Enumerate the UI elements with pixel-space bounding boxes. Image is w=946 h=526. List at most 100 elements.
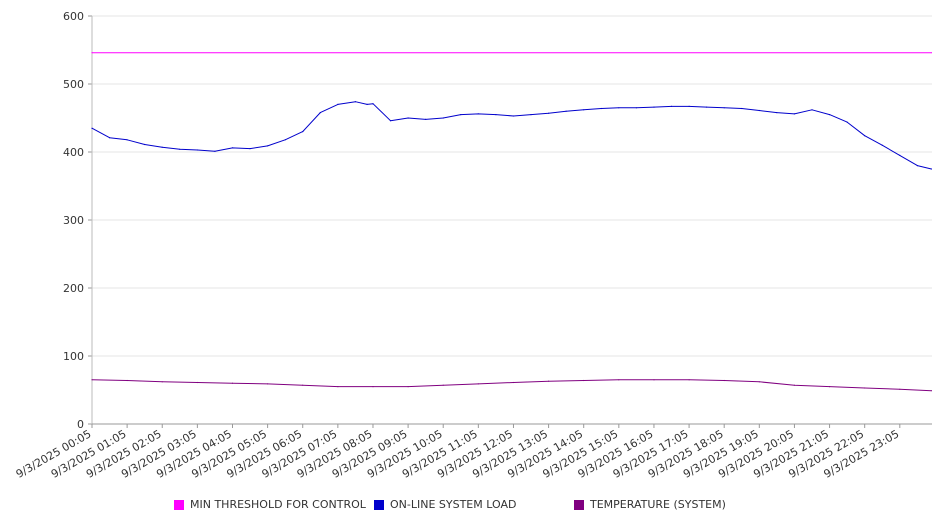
series-line-system-load: [91, 101, 932, 170]
data-point: [442, 117, 444, 119]
data-point: [899, 154, 901, 156]
data-point: [512, 381, 515, 384]
data-point: [776, 112, 778, 114]
series-line-temperature: [91, 379, 932, 392]
data-point: [548, 112, 550, 114]
legend: MIN THRESHOLD FOR CONTROL ON-LINE SYSTEM…: [174, 498, 934, 514]
legend-swatch-system-load: [374, 499, 384, 510]
data-point: [372, 103, 374, 105]
y-axis-tick-labels: 0 100 200 300 400 500 600: [63, 10, 84, 431]
data-point: [126, 379, 128, 382]
data-point: [930, 52, 933, 54]
y-tick-label: 100: [63, 350, 84, 363]
data-point: [793, 384, 796, 386]
data-point: [337, 386, 339, 388]
data-point: [284, 139, 286, 141]
legend-swatch-min-threshold: [174, 499, 184, 510]
legend-label-min-threshold: MIN THRESHOLD FOR CONTROL: [190, 498, 366, 511]
data-point: [741, 107, 743, 110]
data-point: [530, 114, 532, 116]
data-point: [442, 384, 444, 386]
data-point: [337, 103, 339, 105]
data-point: [91, 52, 93, 54]
data-point: [302, 131, 304, 133]
data-point: [583, 109, 585, 111]
data-point: [302, 384, 304, 386]
legend-item-min-threshold[interactable]: MIN THRESHOLD FOR CONTROL: [174, 498, 366, 511]
legend-label-system-load: ON-LINE SYSTEM LOAD: [390, 498, 517, 511]
data-point: [618, 379, 620, 381]
data-point: [635, 107, 638, 109]
data-point: [829, 114, 831, 116]
data-point: [91, 127, 93, 129]
data-point: [144, 143, 146, 146]
data-point: [249, 148, 251, 150]
data-point: [214, 150, 216, 152]
data-point: [723, 379, 725, 382]
data-point: [829, 386, 831, 388]
data-point: [460, 114, 462, 116]
data-point: [231, 382, 234, 384]
series-lines: [91, 52, 933, 392]
data-point: [109, 137, 111, 139]
data-point: [653, 106, 655, 108]
data-point: [196, 381, 198, 384]
axes: [88, 15, 932, 428]
data-point: [179, 148, 181, 150]
legend-item-system-load[interactable]: ON-LINE SYSTEM LOAD: [374, 498, 516, 511]
data-point: [688, 379, 690, 381]
data-point: [846, 121, 848, 123]
y-tick-label: 300: [63, 214, 84, 227]
data-point: [407, 386, 409, 388]
data-point: [723, 107, 725, 109]
data-point: [916, 165, 919, 167]
data-point: [161, 146, 163, 148]
grid-lines: [92, 15, 932, 425]
data-point: [793, 113, 796, 115]
data-point: [161, 381, 163, 383]
legend-item-temperature[interactable]: TEMPERATURE (SYSTEM): [574, 498, 726, 511]
data-point: [477, 383, 479, 385]
data-point: [653, 379, 655, 381]
data-point: [930, 168, 933, 170]
y-tick-label: 0: [77, 418, 84, 431]
data-point: [811, 109, 813, 111]
data-point: [758, 381, 760, 383]
data-point: [670, 105, 673, 107]
data-point: [512, 115, 515, 117]
y-tick-label: 200: [63, 282, 84, 295]
data-point: [477, 113, 479, 115]
y-tick-label: 400: [63, 146, 84, 159]
data-point: [126, 139, 128, 141]
data-point: [758, 109, 760, 112]
data-point: [91, 379, 93, 381]
data-point: [366, 103, 368, 105]
data-point: [354, 101, 356, 103]
data-point: [565, 110, 567, 112]
data-point: [425, 118, 427, 120]
data-point: [372, 386, 374, 388]
y-tick-label: 600: [63, 10, 84, 23]
data-point: [864, 135, 866, 137]
data-point: [618, 107, 620, 109]
data-point: [583, 379, 585, 382]
data-point: [196, 149, 198, 151]
data-point: [407, 117, 409, 119]
y-tick-label: 500: [63, 78, 84, 91]
legend-swatch-temperature: [574, 499, 584, 510]
data-point: [600, 107, 602, 110]
data-point: [688, 105, 690, 107]
data-point: [706, 106, 708, 108]
data-point: [267, 383, 269, 385]
data-point: [899, 388, 901, 390]
data-point: [548, 380, 550, 382]
data-point: [495, 114, 497, 116]
x-axis-tick-labels: 9/3/2025 00:059/3/2025 01:059/3/2025 02:…: [14, 427, 902, 481]
data-point: [319, 112, 321, 114]
data-point: [231, 147, 234, 149]
legend-label-temperature: TEMPERATURE (SYSTEM): [590, 498, 726, 511]
data-point: [881, 144, 883, 146]
data-point: [930, 390, 933, 392]
data-point: [267, 145, 269, 147]
